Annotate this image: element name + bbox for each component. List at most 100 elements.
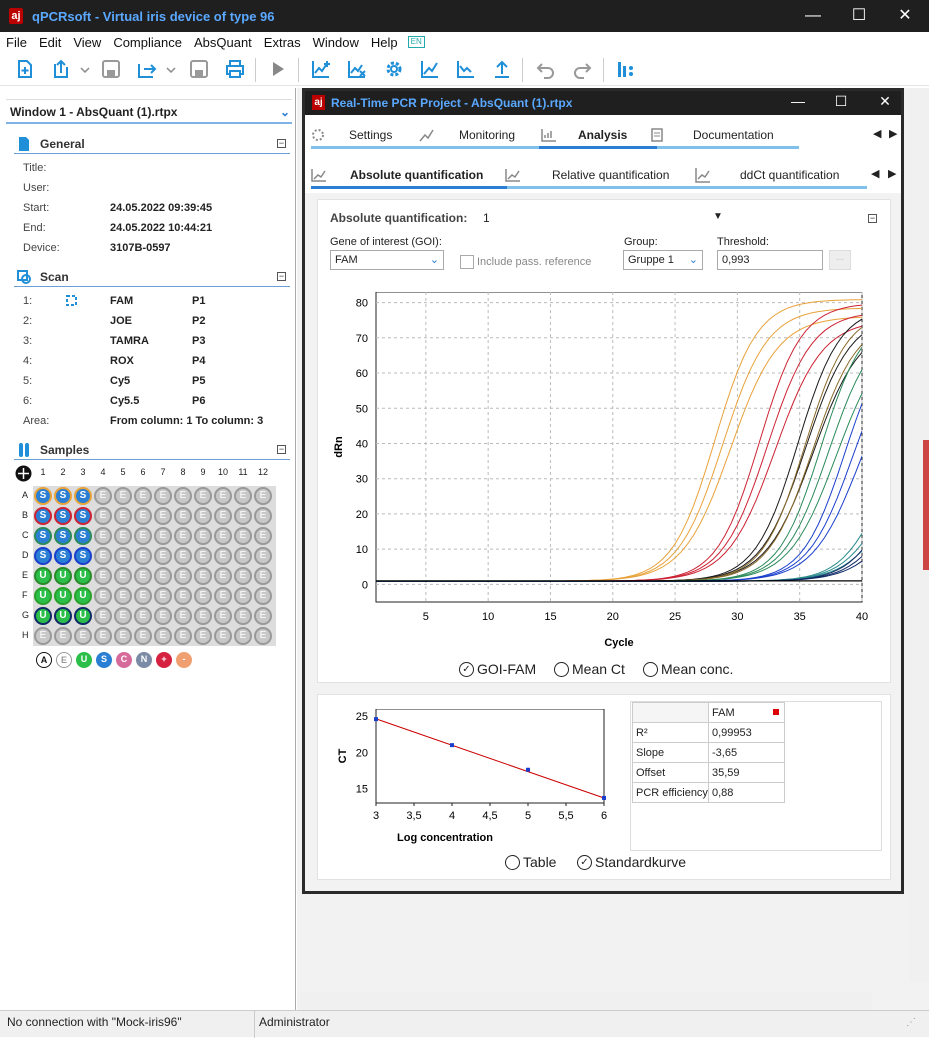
sample-well[interactable]: E: [214, 507, 232, 525]
sample-well[interactable]: E: [94, 567, 112, 585]
upload-icon[interactable]: [491, 58, 513, 80]
sample-well[interactable]: E: [174, 527, 192, 545]
sample-well[interactable]: E: [194, 587, 212, 605]
tab-documentation[interactable]: Documentation: [693, 128, 774, 142]
plate-row-label[interactable]: D: [22, 550, 29, 560]
sample-well[interactable]: S: [74, 547, 92, 565]
radio-goi-fam[interactable]: ✓ GOI-FAM: [459, 661, 536, 677]
sample-well[interactable]: E: [194, 527, 212, 545]
sample-well[interactable]: E: [254, 567, 272, 585]
sample-well[interactable]: E: [74, 627, 92, 645]
menu-compliance[interactable]: Compliance: [113, 34, 182, 50]
menu-help[interactable]: Help: [370, 34, 398, 50]
sample-well[interactable]: S: [34, 547, 52, 565]
sample-well[interactable]: S: [34, 487, 52, 505]
sample-well[interactable]: E: [154, 587, 172, 605]
sample-well[interactable]: E: [154, 487, 172, 505]
general-section-header[interactable]: General −: [14, 134, 290, 154]
redo-icon[interactable]: [571, 58, 593, 80]
scan-section-header[interactable]: Scan −: [14, 267, 290, 287]
plate-column-label[interactable]: 11: [238, 467, 248, 477]
sample-well[interactable]: E: [134, 627, 152, 645]
plate-row-label[interactable]: F: [22, 590, 28, 600]
goi-select[interactable]: FAM ⌄: [330, 250, 444, 270]
dropdown-arrow-icon[interactable]: [164, 58, 178, 80]
sample-well[interactable]: S: [34, 507, 52, 525]
sample-well[interactable]: E: [134, 487, 152, 505]
menu-window[interactable]: Window: [312, 34, 359, 50]
aq-dropdown-icon[interactable]: ▼: [713, 211, 723, 222]
project-close-button[interactable]: ✕: [879, 93, 891, 109]
dropdown-arrow-icon[interactable]: [78, 58, 92, 80]
collapse-icon[interactable]: −: [868, 213, 877, 223]
sample-well[interactable]: U: [34, 587, 52, 605]
plate-column-label[interactable]: 12: [257, 467, 268, 477]
sample-well[interactable]: E: [134, 527, 152, 545]
standard-curve-chart[interactable]: 3 3,5 4 4,5 5 5,5 6 15 20 25 Log concentration CT: [328, 709, 622, 851]
sample-well[interactable]: E: [174, 627, 192, 645]
horizontal-scrollbar[interactable]: [300, 992, 872, 1010]
plate-row-label[interactable]: A: [22, 490, 29, 500]
sample-well[interactable]: E: [254, 587, 272, 605]
sample-well[interactable]: E: [174, 607, 192, 625]
curve-add-icon[interactable]: [419, 58, 441, 80]
run-icon[interactable]: [266, 58, 288, 80]
plate-column-label[interactable]: 3: [80, 467, 86, 477]
sample-well[interactable]: E: [114, 507, 132, 525]
plate-row-label[interactable]: B: [22, 510, 29, 520]
include-reference-checkbox[interactable]: [460, 255, 474, 269]
sample-well[interactable]: E: [234, 487, 252, 505]
sample-well[interactable]: E: [234, 587, 252, 605]
sample-well[interactable]: E: [254, 627, 272, 645]
menu-edit[interactable]: Edit: [38, 34, 62, 50]
sample-well[interactable]: E: [194, 547, 212, 565]
plate-row-label[interactable]: G: [22, 610, 30, 620]
menu-file[interactable]: File: [6, 34, 27, 50]
samples-section-header[interactable]: Samples −: [14, 440, 290, 460]
menu-view[interactable]: View: [73, 34, 102, 50]
vertical-scrollbar[interactable]: [909, 88, 929, 982]
legend-type-6[interactable]: +: [156, 652, 172, 668]
sample-well[interactable]: E: [154, 607, 172, 625]
project-maximize-button[interactable]: ☐: [834, 93, 848, 109]
plate-row-label[interactable]: C: [22, 530, 29, 540]
sample-well[interactable]: E: [94, 527, 112, 545]
amplification-chart[interactable]: 5 10 15 20 25 30 35 40 0 10 20 30 40 50 60 70 80 Cycle dRn: [328, 292, 884, 660]
analysis-add-icon[interactable]: [310, 58, 332, 80]
sample-well[interactable]: E: [194, 567, 212, 585]
radio-table[interactable]: Table: [505, 854, 556, 870]
sample-well[interactable]: E: [234, 627, 252, 645]
sample-well[interactable]: E: [134, 587, 152, 605]
subtab-absolute[interactable]: Absolute quantification: [350, 168, 484, 182]
close-button[interactable]: ✕: [898, 7, 912, 24]
collapse-icon[interactable]: −: [277, 271, 286, 281]
threshold-input[interactable]: 0,993: [717, 250, 823, 270]
group-select[interactable]: Gruppe 1 ⌄: [623, 250, 703, 270]
tab-scroll-right-icon[interactable]: ▶: [889, 128, 898, 140]
resize-grip-icon[interactable]: ⋰: [906, 1017, 916, 1028]
sample-well[interactable]: E: [94, 607, 112, 625]
sample-well[interactable]: E: [174, 507, 192, 525]
sample-well[interactable]: E: [114, 487, 132, 505]
menu-absquant[interactable]: AbsQuant: [193, 34, 252, 50]
sample-well[interactable]: E: [214, 547, 232, 565]
plate-column-label[interactable]: 10: [217, 467, 228, 477]
sample-well[interactable]: U: [74, 607, 92, 625]
window-select[interactable]: Window 1 - AbsQuant (1).rtpx ⌄: [6, 102, 292, 124]
sample-well[interactable]: S: [54, 547, 72, 565]
subtab-scroll-left-icon[interactable]: ◀: [871, 168, 880, 180]
sample-well[interactable]: E: [254, 487, 272, 505]
sample-well[interactable]: S: [74, 507, 92, 525]
sample-well[interactable]: E: [114, 547, 132, 565]
sample-well[interactable]: S: [54, 507, 72, 525]
sample-well[interactable]: E: [114, 567, 132, 585]
save-icon[interactable]: [100, 58, 122, 80]
sample-well[interactable]: E: [114, 527, 132, 545]
sample-well[interactable]: E: [214, 487, 232, 505]
sample-well[interactable]: E: [94, 507, 112, 525]
undo-icon[interactable]: [535, 58, 557, 80]
save-as-icon[interactable]: [188, 58, 210, 80]
plate-column-label[interactable]: 4: [100, 467, 106, 477]
sample-well[interactable]: E: [194, 607, 212, 625]
legend-type-4[interactable]: C: [116, 652, 132, 668]
